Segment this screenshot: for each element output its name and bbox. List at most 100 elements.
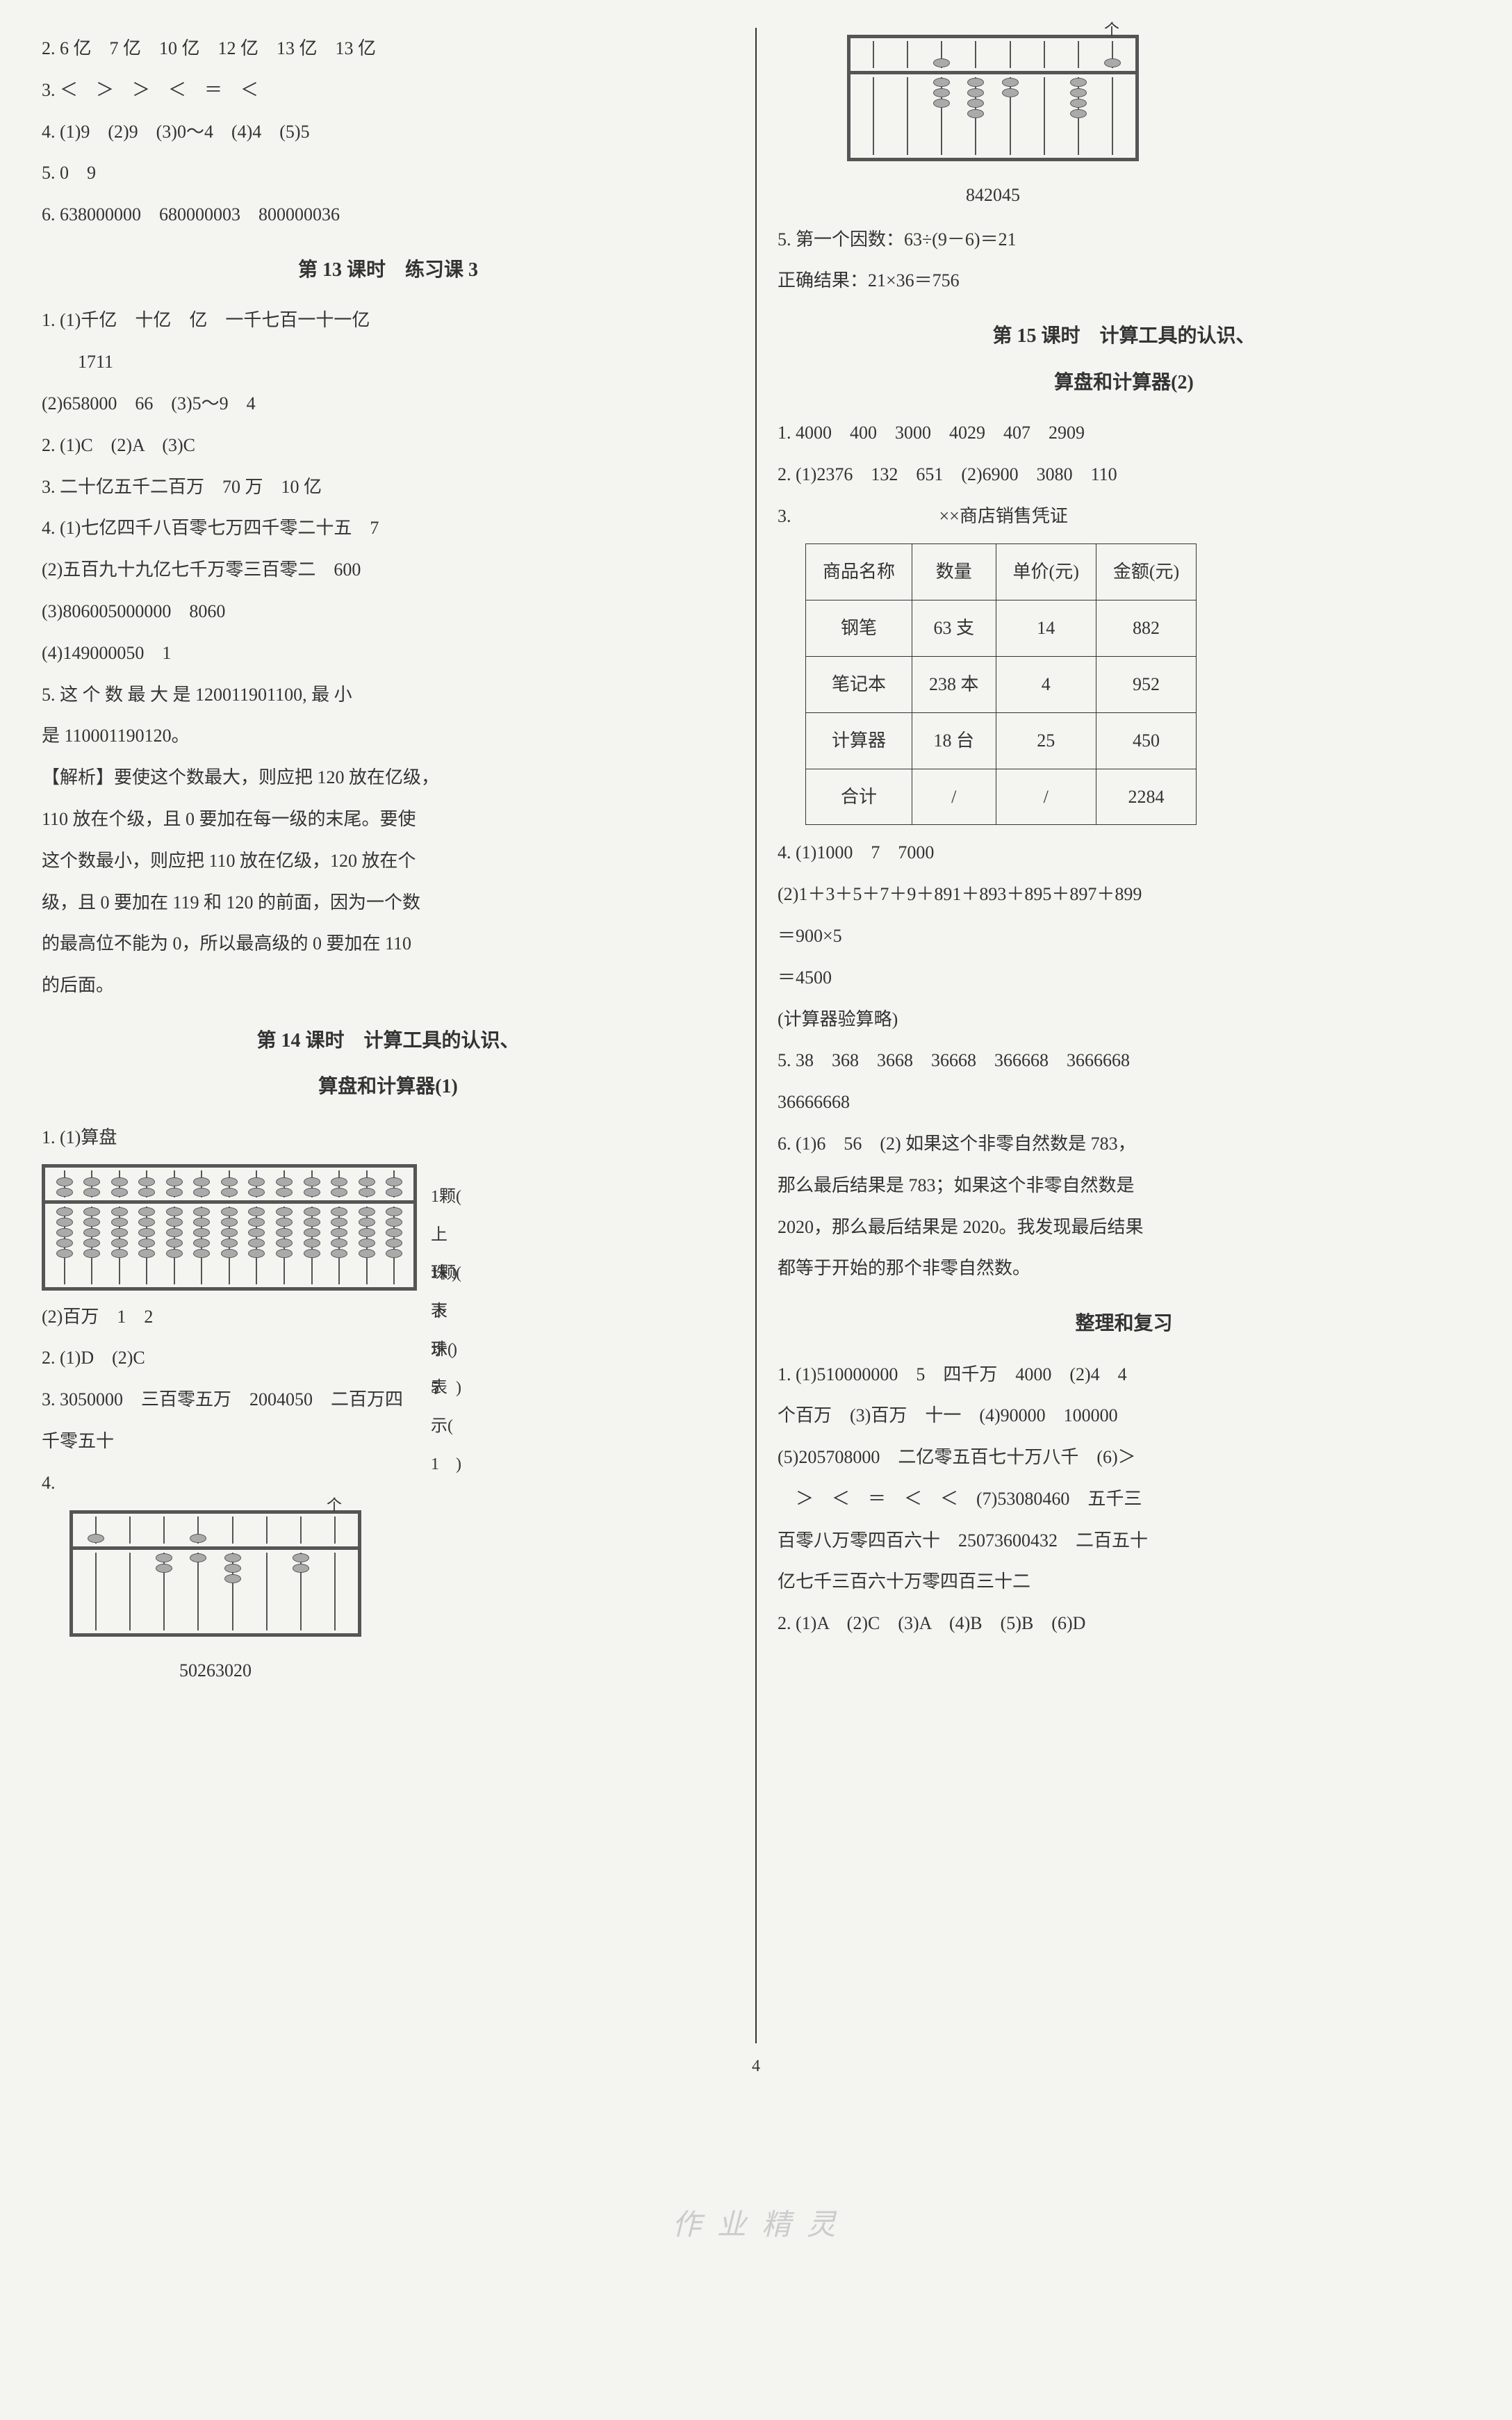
text-line: 正确结果：21×36＝756 — [778, 260, 1470, 302]
table-row: 笔记本238 本4952 — [806, 656, 1197, 712]
explain-line: 这个数最小，则应把 110 放在亿级，120 放在个 — [42, 840, 734, 882]
text-line: 个百万 (3)百万 十一 (4)90000 100000 — [778, 1395, 1470, 1437]
text-line: (5)205708000 二亿零五百七十万八千 (6)＞ — [778, 1437, 1470, 1478]
abacus-anno-bot: 1颗( 下珠 )表示( 1 ) — [431, 1254, 461, 1485]
text-line: 千零五十 — [42, 1421, 734, 1462]
text-line: 5. 第一个因数：63÷(9－6)＝21 — [778, 219, 1470, 261]
text-line: 3. 3050000 三百零五万 2004050 二百万四 — [42, 1379, 734, 1421]
text-line: ＞ ＜ ＝ ＜ ＜ (7)53080460 五千三 — [778, 1478, 1470, 1520]
text-line: 4. (1)七亿四千八百零七万四千零二十五 7 — [42, 507, 734, 549]
table-cell: 952 — [1096, 656, 1196, 712]
text-line: 亿七千三百六十万零四百三十二 — [778, 1561, 1470, 1603]
text-line: 3. ＜ ＞ ＞ ＜ ＝ ＜ — [42, 70, 734, 111]
text-line: 是 110001190120。 — [42, 715, 734, 757]
abacus-demo-wrap: 1颗( 上珠 )表示( 5 ) 1颗( 下珠 )表示( 1 ) — [42, 1164, 417, 1291]
text-line: 那么最后结果是 783；如果这个非零自然数是 — [778, 1165, 1470, 1207]
text-line: 都等于开始的那个非零自然数。 — [778, 1248, 1470, 1289]
table-cell: 合计 — [806, 769, 912, 825]
text-line: 6. 638000000 680000003 800000036 — [42, 194, 734, 236]
page-columns: 2. 6 亿 7 亿 10 亿 12 亿 13 亿 13 亿 3. ＜ ＞ ＞ … — [42, 28, 1470, 2043]
text-line: 4. (1)1000 7 7000 — [778, 832, 1470, 874]
abacus-label: 842045 — [847, 174, 1139, 216]
explain-line: 的后面。 — [42, 965, 734, 1006]
text-line: 36666668 — [778, 1081, 1470, 1123]
section-title-14a: 第 14 课时 计算工具的认识、 — [42, 1019, 734, 1063]
table-header-cell: 单价(元) — [996, 544, 1096, 600]
section-title-review: 整理和复习 — [778, 1302, 1470, 1346]
explain-line: 【解析】要使这个数最大，则应把 120 放在亿级， — [42, 757, 734, 799]
text-line: 1. 4000 400 3000 4029 407 2909 — [778, 412, 1470, 454]
text-line: 2. (1)2376 132 651 (2)6900 3080 110 — [778, 454, 1470, 496]
abacus-50263020 — [69, 1510, 361, 1637]
text-line: 2. 6 亿 7 亿 10 亿 12 亿 13 亿 13 亿 — [42, 28, 734, 70]
table-cell: 238 本 — [912, 656, 996, 712]
text-line: (计算器验算略) — [778, 999, 1470, 1040]
text-line: 4. (1)9 (2)9 (3)0～4 (4)4 (5)5 — [42, 111, 734, 153]
explain-line: 的最高位不能为 0，所以最高级的 0 要加在 110 — [42, 923, 734, 965]
table-title: ××商店销售凭证 — [939, 506, 1068, 526]
q3-label: 3. — [778, 506, 791, 526]
text-line: (3)806005000000 8060 — [42, 591, 734, 632]
explain-line: 110 放在个级，且 0 要加在每一级的末尾。要使 — [42, 799, 734, 840]
text-line: 4. — [42, 1462, 734, 1504]
text-line: 2. (1)C (2)A (3)C — [42, 425, 734, 466]
abacus-demo — [42, 1164, 417, 1291]
text-line: 1. (1)510000000 5 四千万 4000 (2)4 4 — [778, 1354, 1470, 1396]
section-title-15b: 算盘和计算器(2) — [778, 361, 1470, 405]
watermark: 作 业 精 灵 — [42, 2201, 1470, 2243]
left-column: 2. 6 亿 7 亿 10 亿 12 亿 13 亿 13 亿 3. ＜ ＞ ＞ … — [42, 28, 734, 2043]
text-line: 5. 38 368 3668 36668 366668 3666668 — [778, 1040, 1470, 1081]
abacus-label: 50263020 — [69, 1650, 361, 1692]
abacus-50263020-wrap: 个 50263020 — [69, 1510, 361, 1692]
explain-line: 级，且 0 要加在 119 和 120 的前面，因为一个数 — [42, 882, 734, 924]
table-cell: 450 — [1096, 712, 1196, 769]
table-cell: 63 支 — [912, 600, 996, 657]
table-cell: 2284 — [1096, 769, 1196, 825]
text-line: (4)149000050 1 — [42, 632, 734, 674]
text-line: ＝4500 — [778, 957, 1470, 999]
table-cell: / — [912, 769, 996, 825]
text-line: (2)658000 66 (3)5～9 4 — [42, 383, 734, 425]
table-header-row: 商品名称数量单价(元)金额(元) — [806, 544, 1197, 600]
section-title-13: 第 13 课时 练习课 3 — [42, 248, 734, 293]
table-header-cell: 金额(元) — [1096, 544, 1196, 600]
table-row: 钢笔63 支14882 — [806, 600, 1197, 657]
abacus-842045-wrap: 个 842045 — [847, 35, 1139, 216]
column-divider — [755, 28, 757, 2043]
right-column: 个 842045 5. 第一个因数：63÷(9－6)＝21 正确结果：21×36… — [778, 28, 1470, 2043]
text-line: ＝900×5 — [778, 915, 1470, 957]
section-title-15a: 第 15 课时 计算工具的认识、 — [778, 314, 1470, 359]
table-row: 计算器18 台25450 — [806, 712, 1197, 769]
table-cell: 计算器 — [806, 712, 912, 769]
text-line: 5. 0 9 — [42, 152, 734, 194]
text-line: 3. ××商店销售凭证 — [778, 496, 1470, 537]
sales-table: 商品名称数量单价(元)金额(元) 钢笔63 支14882笔记本238 本4952… — [805, 543, 1197, 825]
text-line: 6. (1)6 56 (2) 如果这个非零自然数是 783， — [778, 1123, 1470, 1165]
text-line: (2)百万 1 2 — [42, 1296, 734, 1338]
text-line: 1. (1)算盘 — [42, 1117, 734, 1159]
text-line: 2. (1)A (2)C (3)A (4)B (5)B (6)D — [778, 1603, 1470, 1644]
text-line: 1711 — [42, 341, 734, 383]
table-cell: 笔记本 — [806, 656, 912, 712]
table-cell: 18 台 — [912, 712, 996, 769]
table-cell: 25 — [996, 712, 1096, 769]
text-line: 2020，那么最后结果是 2020。我发现最后结果 — [778, 1207, 1470, 1248]
table-header-cell: 商品名称 — [806, 544, 912, 600]
table-cell: 14 — [996, 600, 1096, 657]
table-cell: 4 — [996, 656, 1096, 712]
text-line: 5. 这 个 数 最 大 是 120011901100, 最 小 — [42, 674, 734, 716]
text-line: 2. (1)D (2)C — [42, 1337, 734, 1379]
text-line: 3. 二十亿五千二百万 70 万 10 亿 — [42, 466, 734, 508]
table-cell: 882 — [1096, 600, 1196, 657]
table-header-cell: 数量 — [912, 544, 996, 600]
text-line: 百零八万零四百六十 25073600432 二百五十 — [778, 1520, 1470, 1562]
abacus-842045 — [847, 35, 1139, 161]
table-row: 合计//2284 — [806, 769, 1197, 825]
page-number: 4 — [42, 2057, 1470, 2076]
text-line: (2)五百九十九亿七千万零三百零二 600 — [42, 549, 734, 591]
table-cell: 钢笔 — [806, 600, 912, 657]
section-title-14b: 算盘和计算器(1) — [42, 1065, 734, 1109]
text-line: (2)1＋3＋5＋7＋9＋891＋893＋895＋897＋899 — [778, 874, 1470, 915]
table-cell: / — [996, 769, 1096, 825]
text-line: 1. (1)千亿 十亿 亿 一千七百一十一亿 — [42, 300, 734, 341]
